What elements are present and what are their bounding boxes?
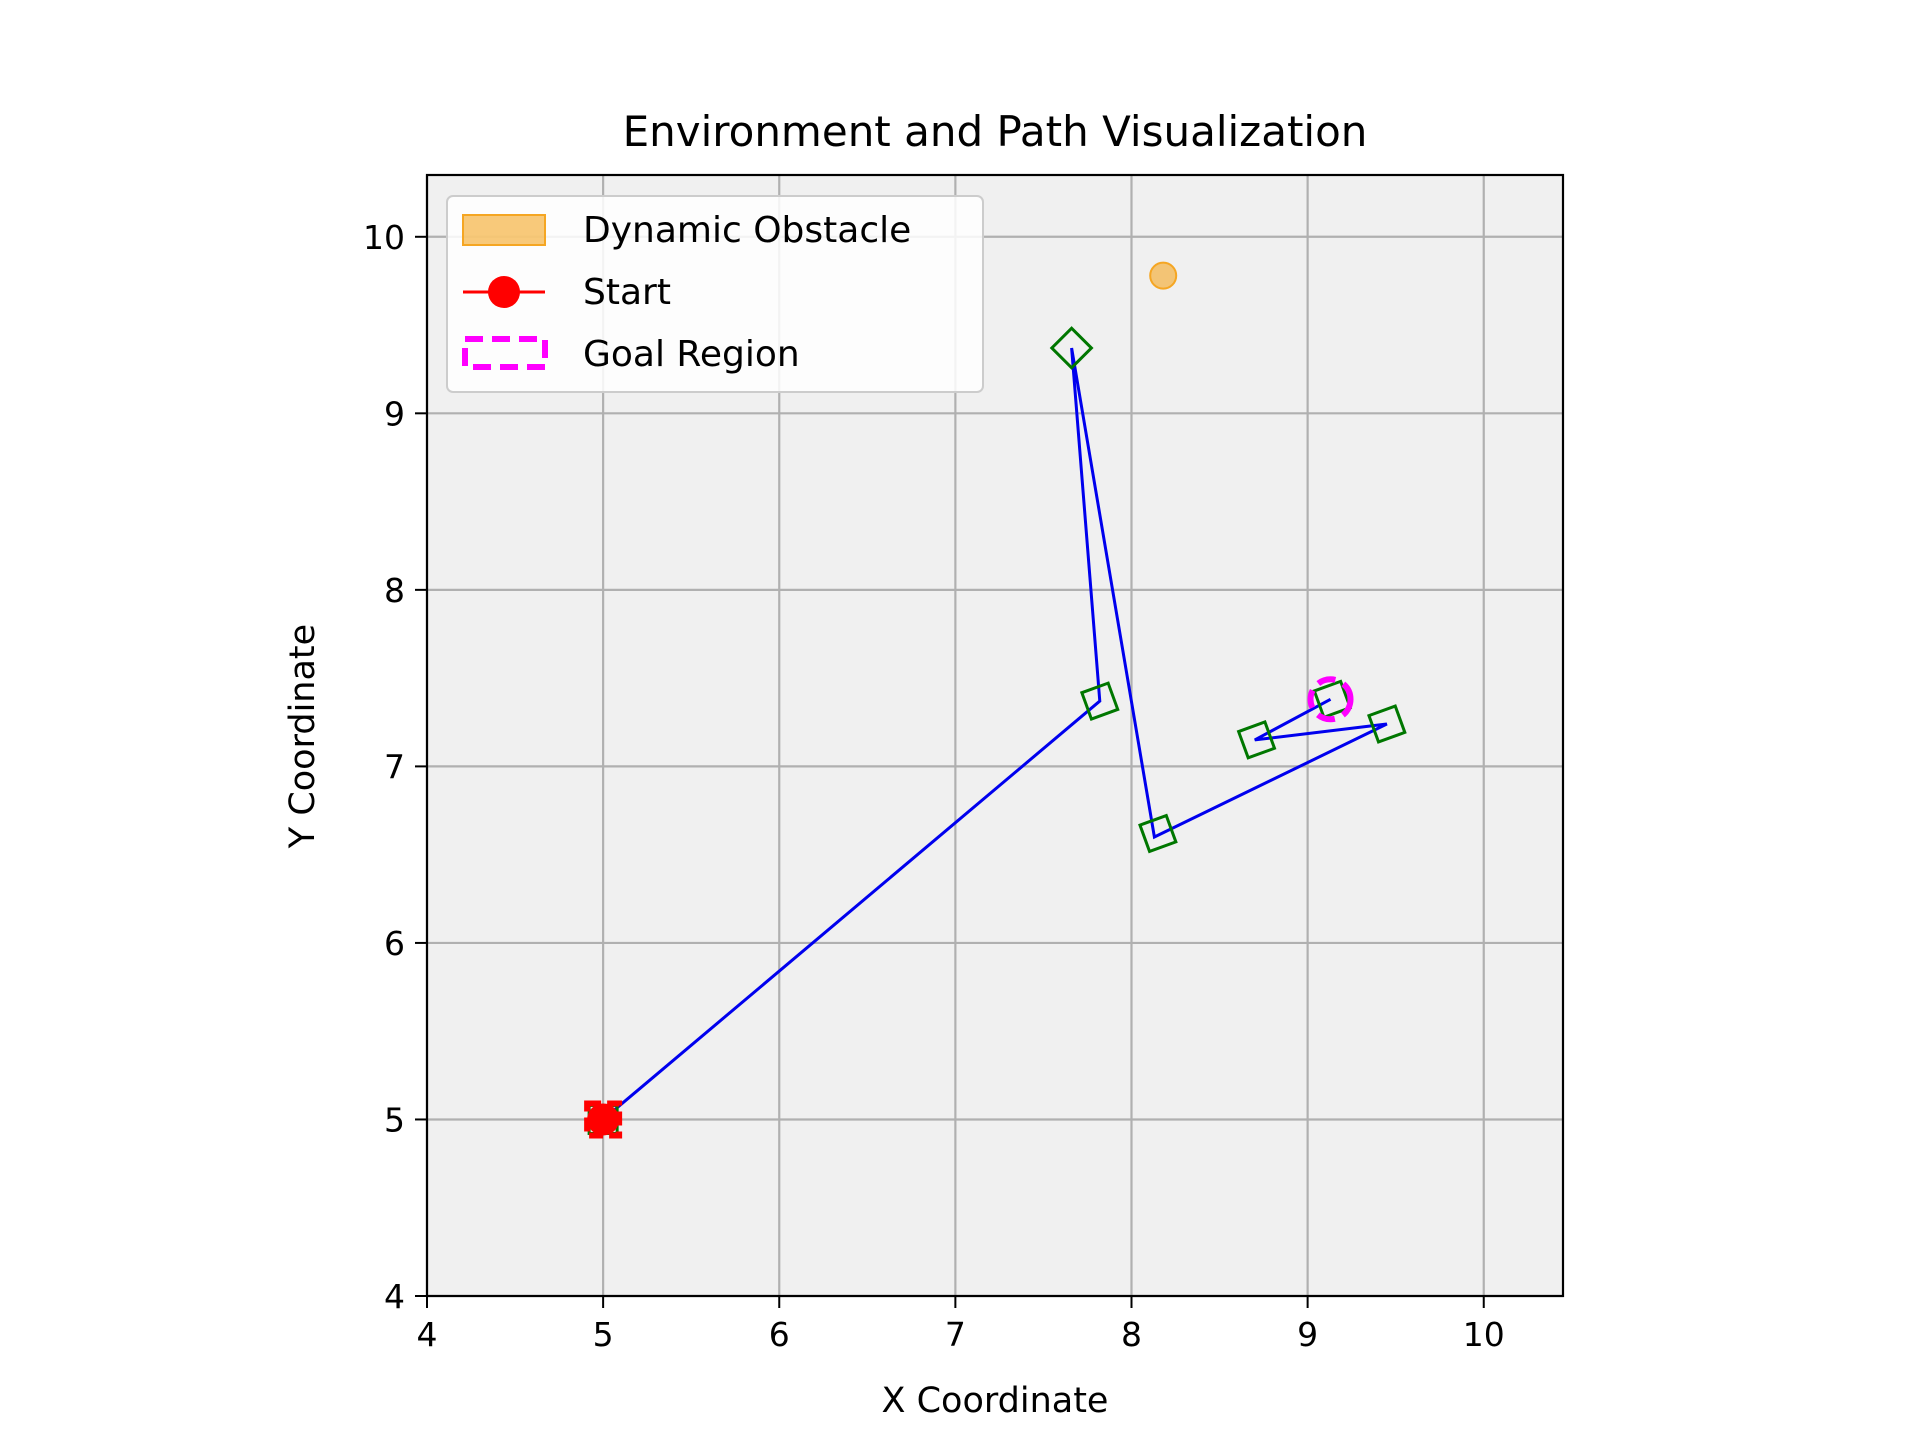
y-tick-label: 10 [363,218,405,257]
legend-start-label: Start [583,272,671,313]
y-tick-label: 7 [384,747,405,786]
legend-dynamic-obstacle-label: Dynamic Obstacle [583,210,911,251]
y-tick-label: 9 [384,394,405,433]
dynamic-obstacle [1149,261,1178,290]
path-line [602,347,1388,1121]
robot-pose-marker [1079,681,1120,721]
x-tick-label: 7 [945,1315,966,1354]
ticks: 4 5 6 7 8 9 10 4 5 6 7 8 9 10 [363,218,1505,1354]
x-tick-label: 10 [1463,1315,1505,1354]
robot-pose-marker [1367,704,1407,744]
robot-pose-marker [1049,326,1094,370]
legend-goal-region-patch [462,336,548,370]
x-tick-label: 4 [417,1315,438,1354]
robot-pose-marker [1236,720,1277,760]
path-layer [602,347,1388,1121]
legend-goal-region-label: Goal Region [583,334,800,375]
y-tick-label: 5 [384,1100,405,1139]
y-tick-label: 6 [384,924,405,963]
start-marker [587,1103,620,1136]
legend: Dynamic Obstacle Start Goal Region [446,195,984,393]
robot-pose-marker [1312,679,1353,720]
chart-title: Environment and Path Visualization [623,107,1368,156]
legend-box [446,195,984,393]
legend-start-marker [488,276,520,308]
marker-layer [584,261,1407,1139]
y-axis-label: Y Coordinate [283,624,323,849]
y-tick-label: 8 [384,571,405,610]
x-tick-label: 6 [769,1315,790,1354]
x-axis-label: X Coordinate [882,1381,1109,1421]
x-tick-label: 5 [593,1315,614,1354]
robot-pose-marker [1138,813,1178,854]
goal-region [1307,676,1354,723]
y-tick-label: 4 [384,1277,405,1316]
x-tick-label: 8 [1121,1315,1142,1354]
legend-dynamic-obstacle-patch [462,214,546,246]
plot-frame [425,173,1565,1298]
x-tick-label: 9 [1297,1315,1318,1354]
